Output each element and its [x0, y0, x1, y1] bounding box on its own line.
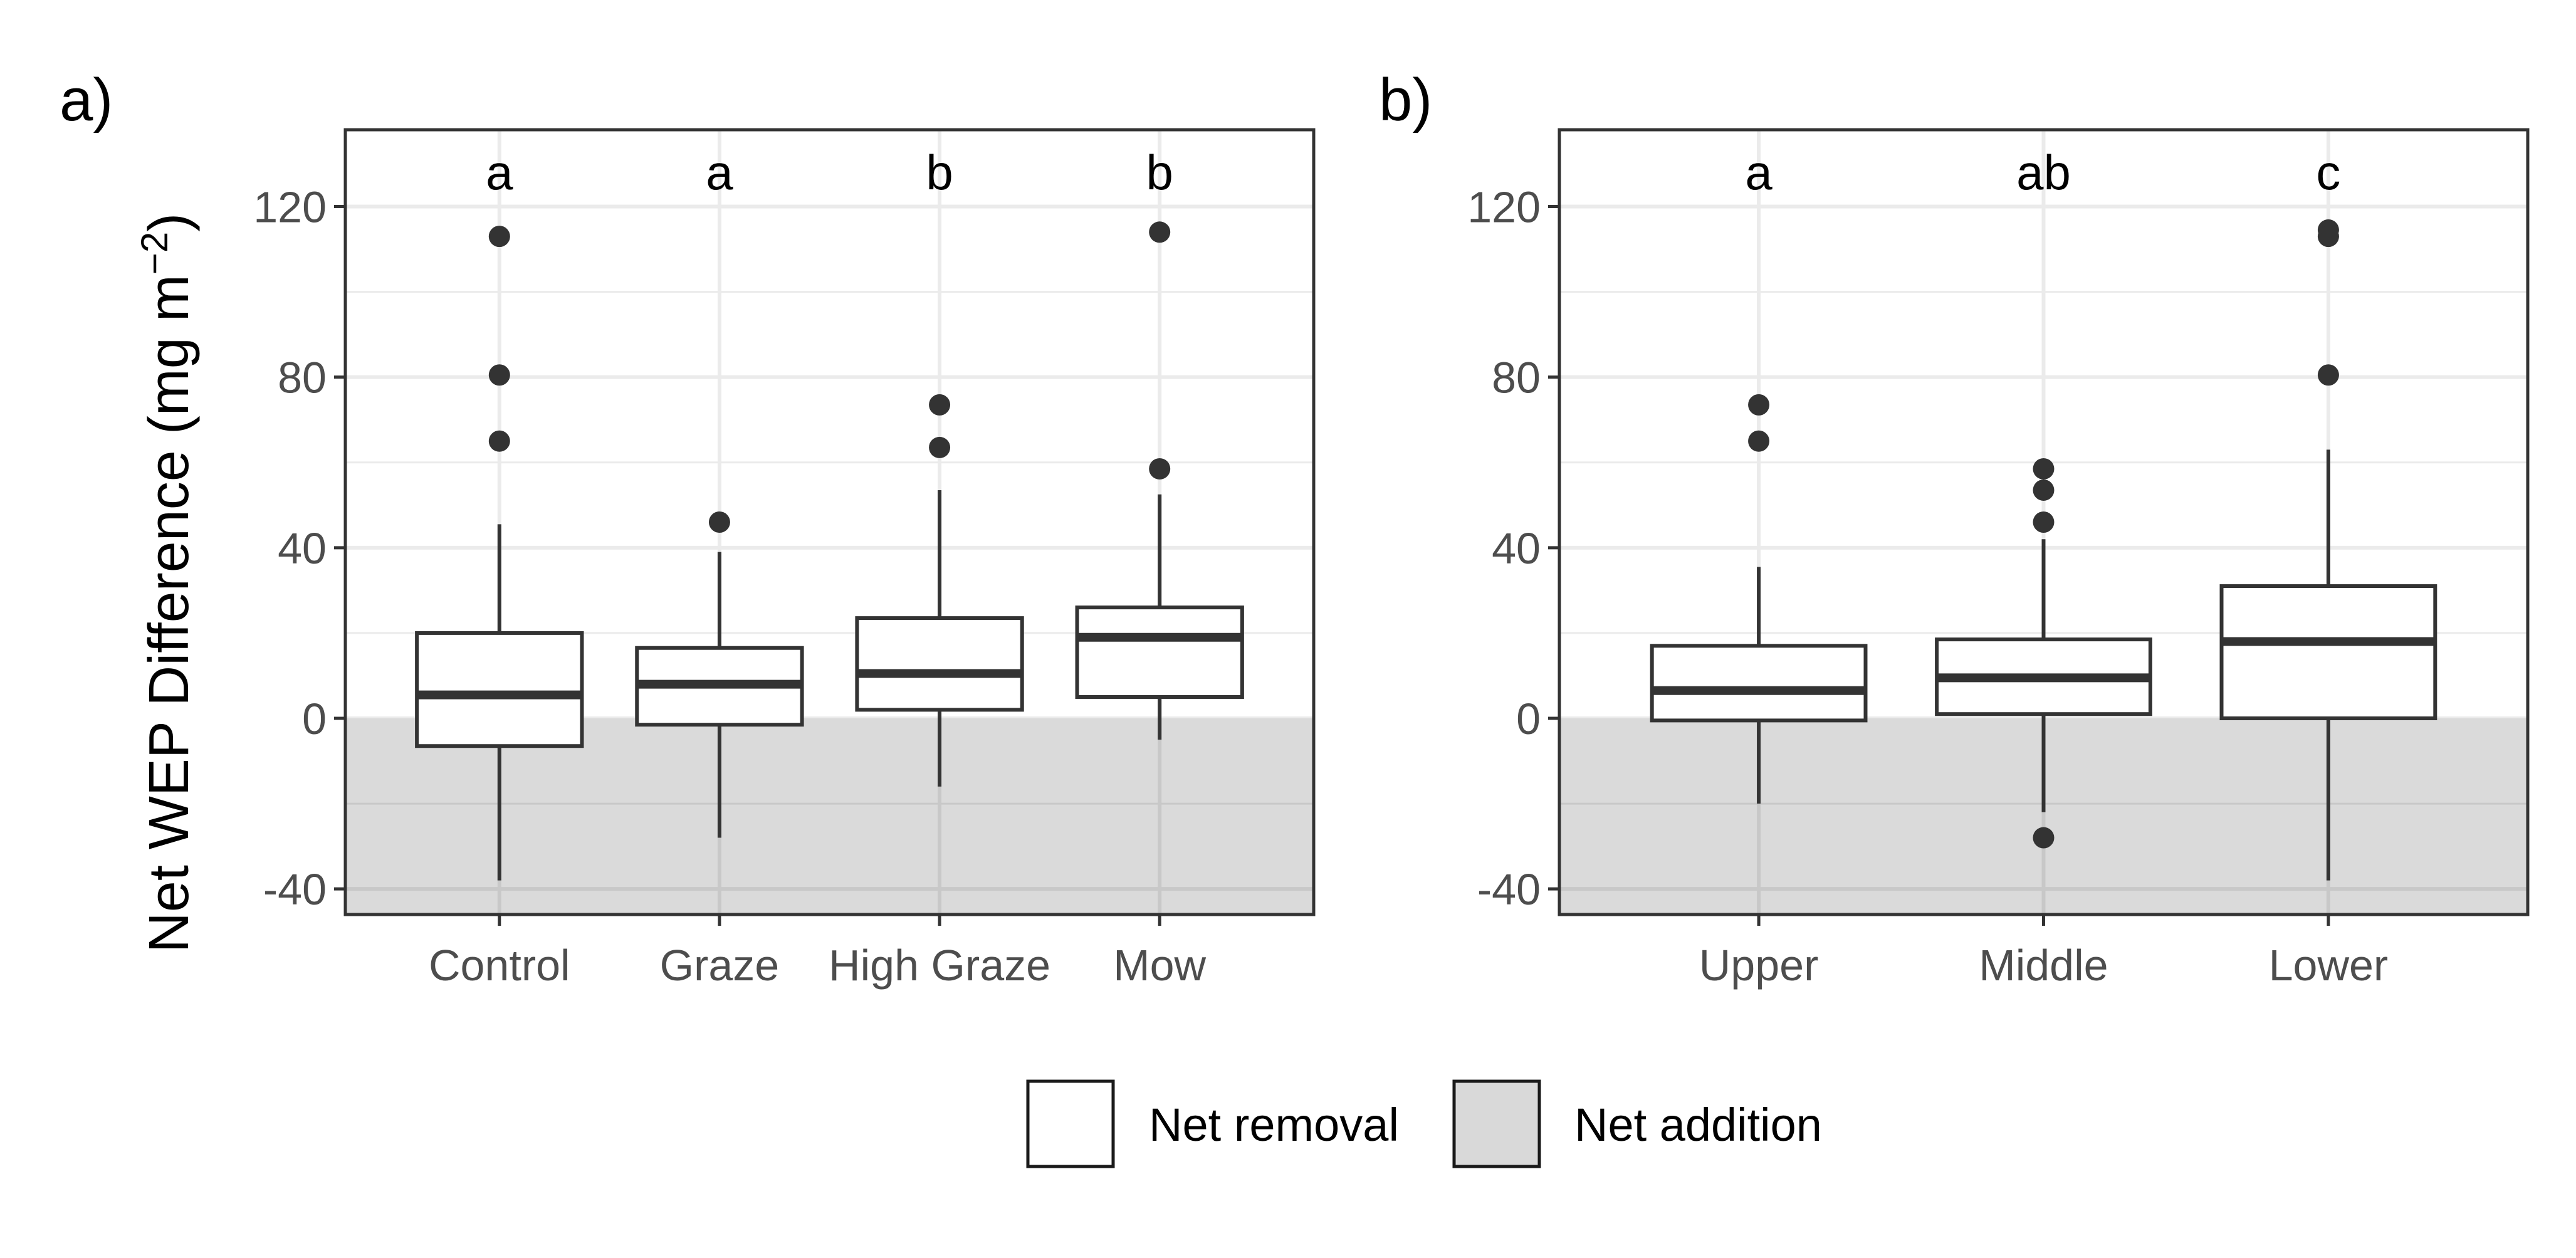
y-tick-label: -40	[263, 865, 327, 914]
box-upper	[1650, 644, 1868, 723]
y-tick-label: 40	[278, 524, 327, 573]
y-tick-label: 120	[253, 182, 327, 231]
significance-letter-high-graze: b	[926, 145, 953, 200]
legend-label-net-removal: Net removal	[1149, 1099, 1399, 1151]
y-axis-title-main: Net WEP Difference (mg m	[138, 275, 201, 953]
panel-border	[343, 128, 1316, 916]
y-axis-title-close: )	[138, 213, 201, 232]
panel-border	[1558, 128, 2530, 916]
outlier-point-mow	[1149, 458, 1171, 480]
legend-label-net-addition: Net addition	[1574, 1099, 1822, 1151]
outlier-point-lower	[2317, 364, 2339, 386]
x-tick-label-control: Control	[429, 941, 570, 990]
box-control	[415, 631, 584, 748]
panel-a: a Control a Graze b High Graze b Mow -40 0 40 80 120	[253, 128, 1316, 990]
significance-letter-lower: c	[2316, 145, 2340, 200]
x-tick-label-mow: Mow	[1113, 941, 1206, 990]
significance-letter-middle: ab	[2016, 145, 2071, 200]
legend-key-net-removal	[1026, 1079, 1115, 1168]
net-addition-shade	[345, 718, 1314, 915]
significance-letter-graze: a	[706, 145, 733, 200]
legend: Net removal Net addition	[1026, 1079, 1822, 1168]
outlier-point-control	[488, 430, 510, 452]
outlier-point-middle	[2033, 511, 2055, 533]
y-tick-label: 80	[1492, 354, 1541, 402]
x-tick-label-upper: Upper	[1699, 941, 1819, 990]
outlier-point-middle	[2033, 458, 2055, 480]
significance-letter-control: a	[486, 145, 513, 200]
y-tick-label: 120	[1467, 182, 1541, 231]
x-tick-label-high-graze: High Graze	[829, 941, 1050, 990]
outlier-point-mow	[1149, 221, 1171, 243]
outlier-point-middle	[2033, 827, 2055, 849]
outlier-point-upper	[1748, 394, 1770, 416]
significance-letter-upper: a	[1745, 145, 1772, 200]
y-tick-label: 0	[302, 695, 327, 743]
outlier-point-lower	[2317, 226, 2339, 248]
outlier-point-middle	[2033, 479, 2055, 501]
outlier-point-high-graze	[929, 394, 951, 416]
y-tick-label: 80	[278, 354, 327, 402]
y-tick-label: 0	[1516, 695, 1541, 743]
legend-key-net-addition	[1452, 1079, 1541, 1168]
box-mow	[1075, 605, 1244, 699]
significance-letter-mow: b	[1146, 145, 1173, 200]
x-tick-label-graze: Graze	[660, 941, 780, 990]
y-tick-label: -40	[1477, 865, 1541, 914]
outlier-point-upper	[1748, 430, 1770, 452]
panel-b-label: b)	[1379, 66, 1432, 134]
outlier-point-high-graze	[929, 436, 951, 458]
x-tick-label-middle: Middle	[1979, 941, 2108, 990]
outlier-point-control	[488, 226, 510, 248]
box-lower	[2219, 584, 2437, 721]
outlier-point-control	[488, 364, 510, 386]
x-tick-label-lower: Lower	[2269, 941, 2389, 990]
panel-a-label: a)	[60, 66, 113, 134]
y-axis-title: Net WEP Difference (mg m−2)	[134, 213, 201, 953]
y-axis-title-superscript: −2	[134, 232, 175, 275]
box-high-graze	[855, 616, 1024, 712]
panel-b: a Upper ab Middle c Lower -40 0 40 80 120	[1467, 128, 2530, 990]
outlier-point-graze	[708, 511, 730, 533]
y-tick-label: 40	[1492, 524, 1541, 573]
